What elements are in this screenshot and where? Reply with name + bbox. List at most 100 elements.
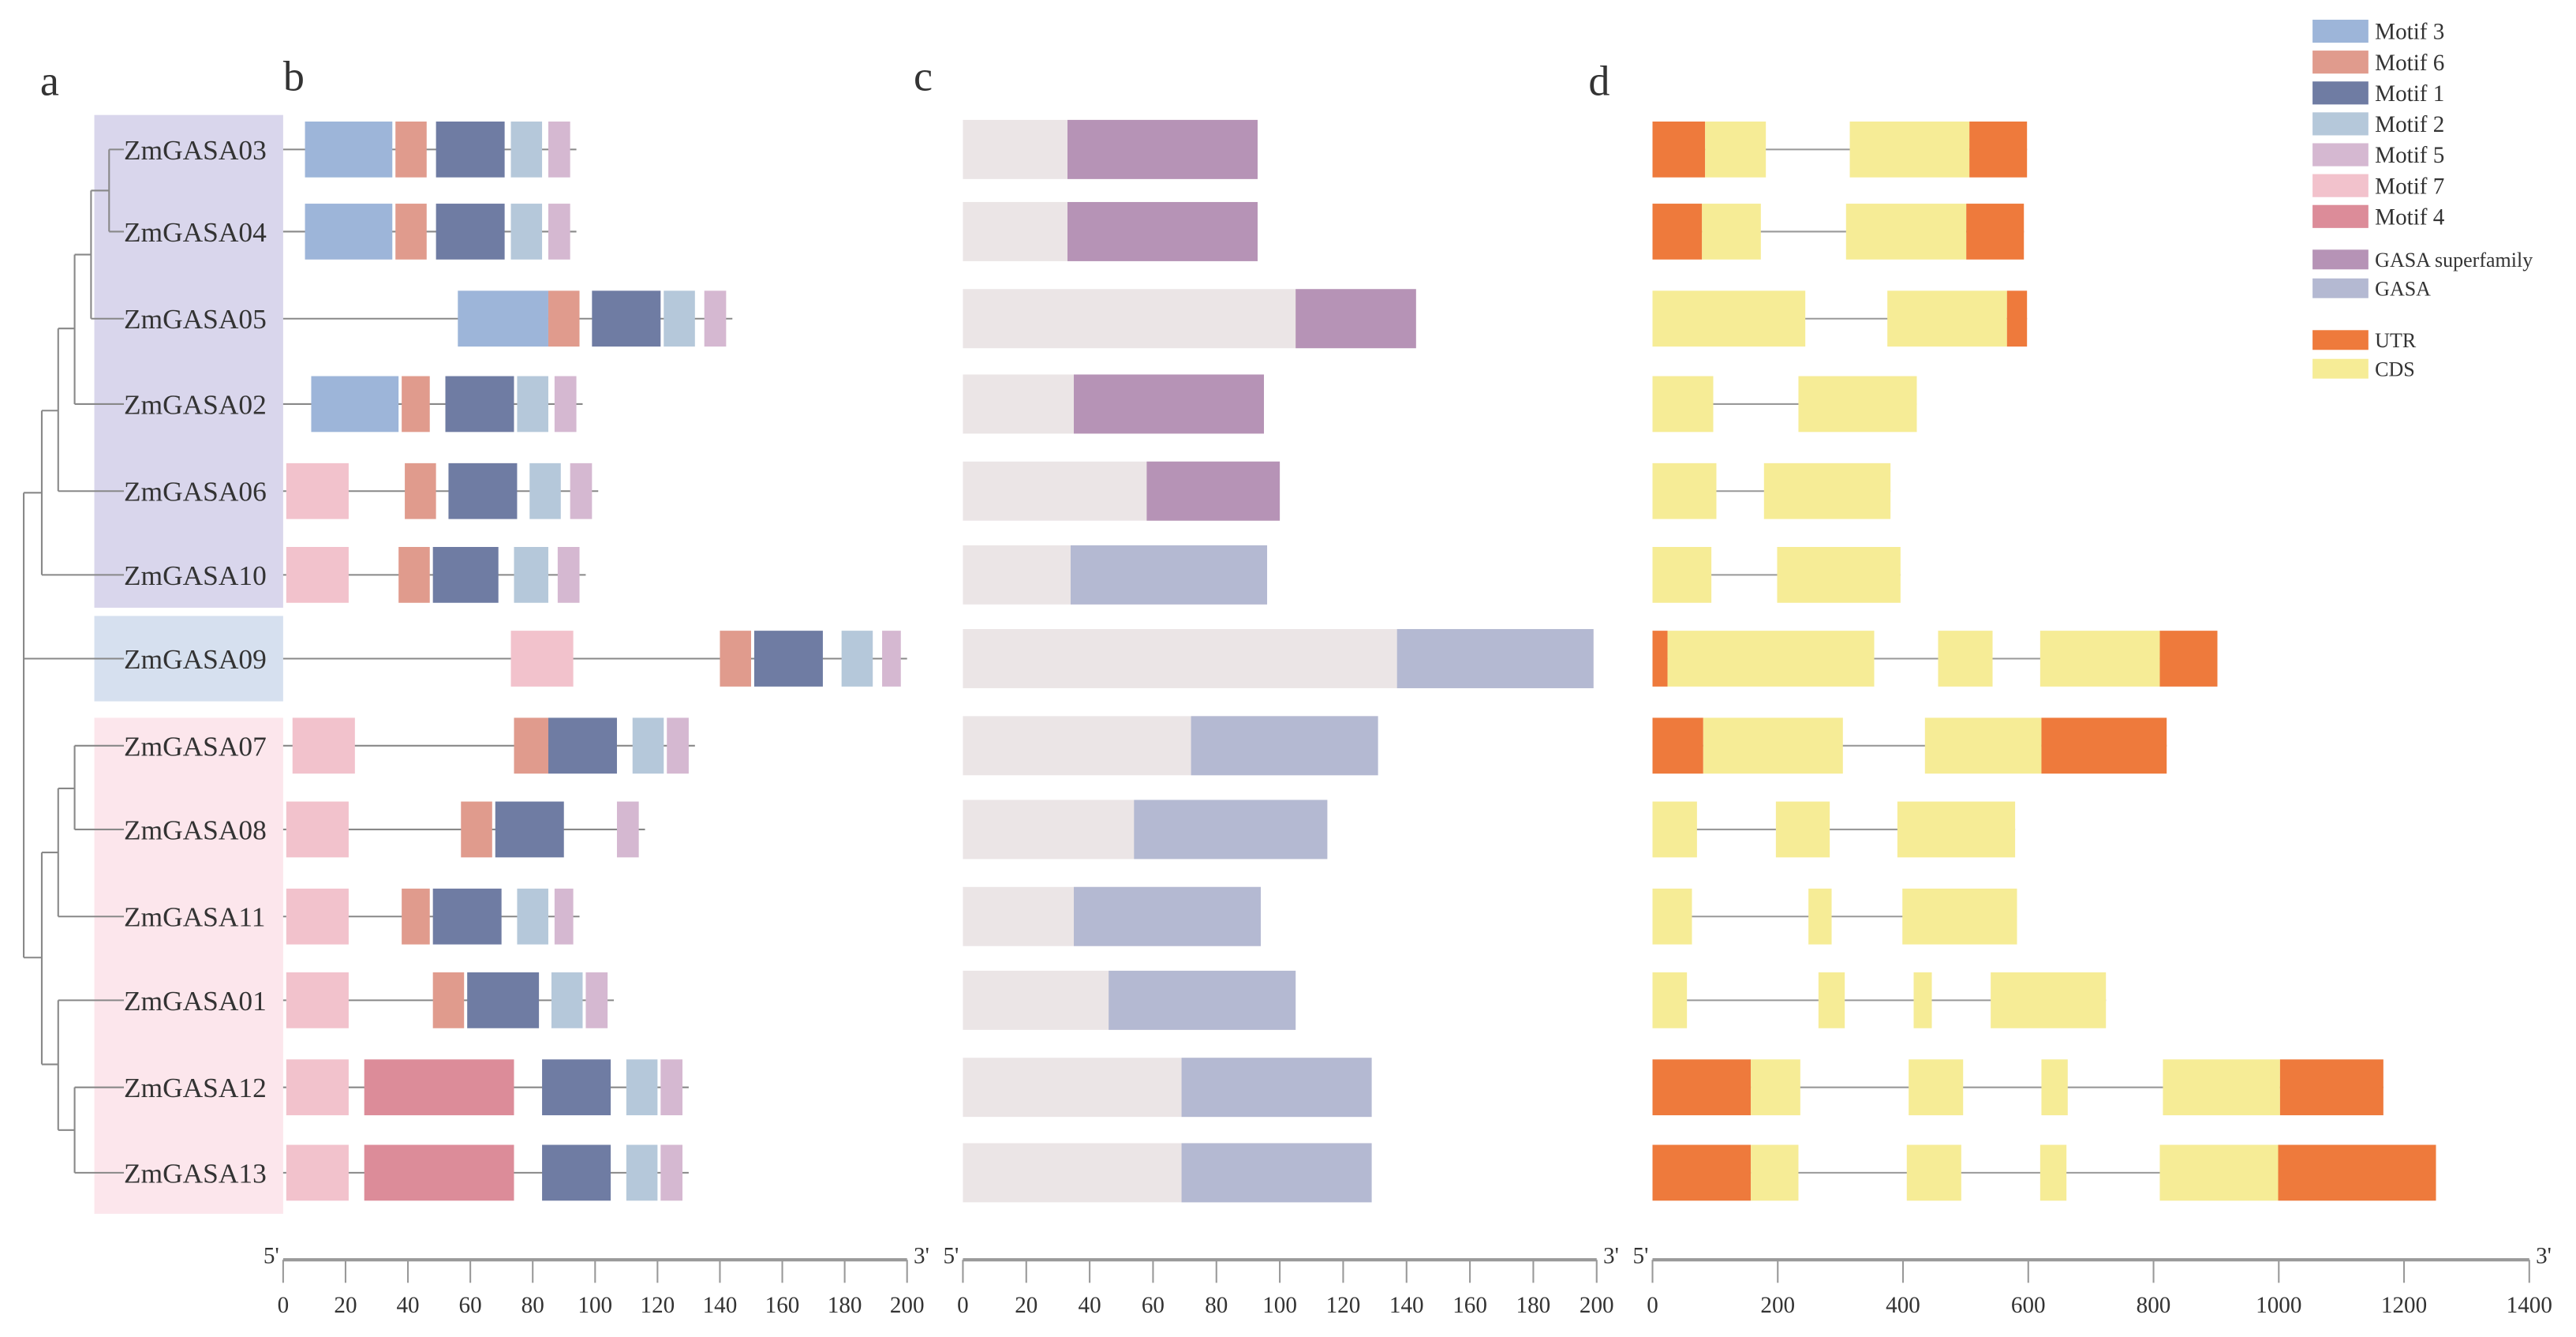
cds-box: [1938, 631, 1993, 687]
motif-motif-5-box: [548, 122, 570, 178]
gasa-domain-box: [1181, 1058, 1372, 1118]
cds-box: [1845, 204, 1967, 260]
phylogenetic-tree: [23, 148, 125, 1174]
motif-motif-5-box: [616, 801, 639, 858]
axis-start-label: 5': [1633, 1243, 1649, 1268]
axis-tick-label: 200: [1760, 1293, 1795, 1318]
motif-motif-6-box: [395, 204, 427, 260]
gene-row: ZmGASA13: [124, 1143, 2436, 1203]
gasa-domain-box: [1134, 800, 1328, 860]
axis-tick-label: 160: [1453, 1293, 1487, 1318]
legend-label: Motif 5: [2375, 143, 2444, 168]
cds-box: [1777, 547, 1901, 603]
axis-tick-label: 1200: [2381, 1293, 2427, 1318]
cds-box: [1763, 463, 1891, 519]
motif-motif-5-box: [554, 888, 574, 945]
cds-box: [1897, 801, 2016, 858]
gene-label: ZmGASA03: [124, 134, 267, 166]
legend-swatch: [2312, 249, 2368, 270]
utr-box: [2279, 1059, 2383, 1116]
legend-label: Motif 1: [2375, 81, 2444, 107]
axis-tick-label: 180: [828, 1293, 862, 1318]
motif-motif-2-box: [632, 717, 664, 774]
motif-motif-7-box: [292, 717, 355, 774]
motif-motif-4-box: [364, 1144, 514, 1201]
axis-tick-label: 800: [2137, 1293, 2171, 1318]
motif-motif-7-box: [510, 631, 574, 687]
panel-label-a: a: [40, 58, 59, 105]
motif-motif-2-box: [510, 204, 543, 260]
axis-start-label: 5': [943, 1243, 959, 1268]
legend-item: Motif 7: [2312, 174, 2444, 199]
axis-tick-label: 180: [1516, 1293, 1551, 1318]
cds-box: [2041, 1059, 2068, 1116]
gene-label: ZmGASA06: [124, 476, 267, 507]
cds-box: [1798, 376, 1917, 433]
gene-label: ZmGASA10: [124, 560, 267, 591]
legend-swatch: [2312, 358, 2368, 379]
motif-motif-2-box: [841, 631, 873, 687]
motif-motif-6-box: [432, 972, 465, 1028]
motif-motif-2-box: [551, 972, 583, 1028]
gasa-domain-box: [1191, 716, 1378, 776]
motif-motif-5-box: [882, 631, 901, 687]
legend-label: Motif 7: [2375, 174, 2444, 199]
motif-motif-6-box: [514, 717, 548, 774]
legend-label: Motif 3: [2375, 20, 2444, 45]
motif-motif-1-box: [432, 547, 499, 603]
cds-box: [1652, 547, 1712, 603]
motif-motif-1-box: [445, 376, 514, 433]
utr-box: [2278, 1144, 2436, 1201]
axis-tick-label: 60: [459, 1293, 482, 1318]
motif-motif-7-box: [286, 888, 349, 945]
gene-row: ZmGASA12: [124, 1058, 2383, 1118]
motif-motif-5-box: [704, 290, 727, 347]
axis-tick-label: 120: [641, 1293, 675, 1318]
gene-row: ZmGASA08: [124, 800, 2016, 860]
motif-motif-1-box: [432, 888, 502, 945]
axis-tick-label: 0: [957, 1293, 969, 1318]
legend-label: GASA: [2375, 277, 2431, 300]
gene-label: ZmGASA12: [124, 1072, 267, 1103]
motif-motif-2-box: [517, 376, 548, 433]
motif-motif-3-box: [458, 290, 548, 347]
axis-end-label: 3': [2536, 1243, 2552, 1268]
gasa-domain-box: [1071, 545, 1268, 605]
motif-motif-1-box: [542, 1059, 611, 1116]
legend-swatch: [2312, 278, 2368, 298]
cds-box: [1902, 888, 2017, 945]
axis-tick-label: 40: [1079, 1293, 1101, 1318]
utr-box: [1652, 717, 1703, 774]
cds-box: [1705, 122, 1767, 178]
motif-motif-5-box: [660, 1059, 682, 1116]
gene-label: ZmGASA07: [124, 730, 267, 762]
axis-tick-label: 60: [1142, 1293, 1165, 1318]
legend-item: Motif 1: [2312, 81, 2444, 107]
utr-box: [2006, 290, 2028, 347]
cds-box: [1751, 1144, 1799, 1201]
axis-tick-label: 140: [703, 1293, 738, 1318]
utr-box: [2159, 631, 2218, 687]
cds-box: [1909, 1059, 1964, 1116]
motif-motif-1-box: [467, 972, 540, 1028]
axis-tick-label: 0: [1647, 1293, 1658, 1318]
legend-item: Motif 4: [2312, 204, 2445, 230]
motif-motif-7-box: [286, 972, 349, 1028]
legend-swatch: [2312, 174, 2368, 197]
motif-motif-5-box: [548, 204, 570, 260]
axis-tick-label: 200: [890, 1293, 925, 1318]
gasa-superfamily-domain-box: [1146, 461, 1281, 521]
axis-tick-label: 40: [396, 1293, 419, 1318]
motif-motif-1-box: [436, 122, 505, 178]
motif-motif-1-box: [548, 717, 617, 774]
clade-3-background: [94, 717, 283, 1214]
motif-motif-5-box: [554, 376, 577, 433]
motif-motif-7-box: [286, 463, 349, 519]
motif-motif-1-box: [542, 1144, 611, 1201]
motif-motif-5-box: [570, 463, 593, 519]
axis-tick-label: 120: [1326, 1293, 1361, 1318]
motif-motif-5-box: [585, 972, 608, 1028]
axis-d: 5' 3' 0 200 400 600 800 1000 1200 1400: [1633, 1243, 2552, 1317]
axis-tick-label: 140: [1389, 1293, 1424, 1318]
